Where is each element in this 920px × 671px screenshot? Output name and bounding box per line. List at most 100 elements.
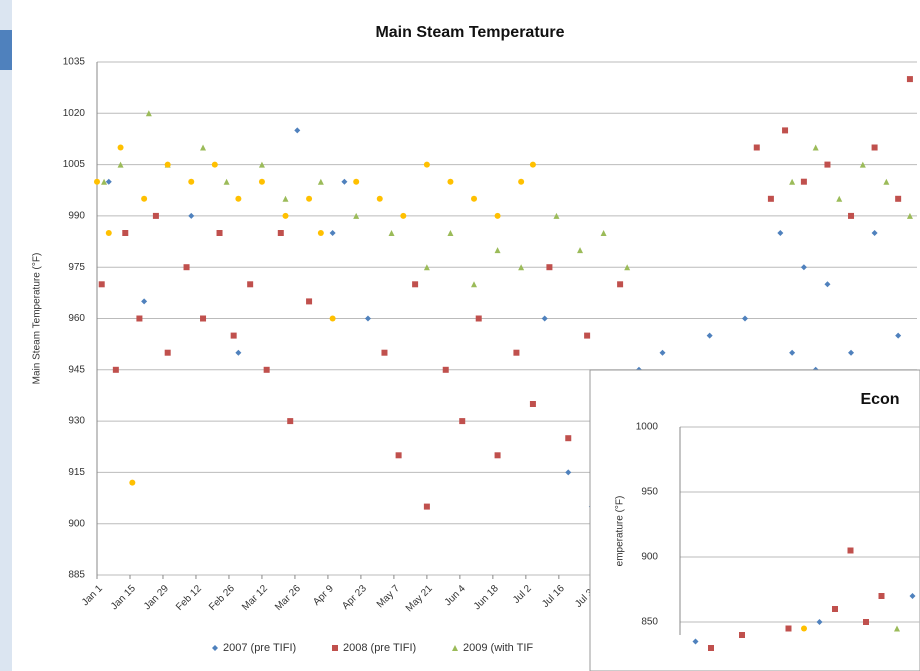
point [518, 178, 525, 185]
point [306, 298, 313, 305]
point [423, 161, 430, 168]
point [152, 212, 159, 219]
point [112, 366, 119, 373]
y-tick-label: 950 [641, 487, 658, 498]
point [782, 127, 789, 134]
y-tick-label: 885 [68, 570, 85, 581]
point [847, 547, 854, 554]
point [863, 619, 869, 625]
point [98, 281, 105, 288]
y-axis-label: emperature (°F) [615, 496, 626, 567]
point [617, 281, 624, 288]
point [848, 212, 855, 219]
point [329, 315, 336, 322]
point [801, 625, 807, 632]
point [848, 349, 855, 356]
point [294, 127, 301, 134]
inset-chart-area [589, 369, 920, 671]
point [789, 178, 796, 185]
legend-marker [212, 645, 218, 651]
y-tick-label: 1005 [63, 159, 86, 170]
point [871, 230, 878, 236]
point [400, 212, 407, 219]
point [164, 349, 171, 356]
point [565, 469, 572, 476]
inset-chart: Econ emperature (°F) 850 900 950 1000 [615, 391, 920, 651]
point [282, 212, 289, 219]
point [471, 195, 478, 202]
point [188, 178, 195, 185]
point [317, 230, 324, 236]
y-tick-label: 900 [68, 518, 85, 529]
point [883, 178, 890, 185]
point [541, 315, 548, 322]
point [546, 264, 553, 271]
point [105, 230, 112, 236]
point [423, 503, 430, 510]
point [388, 230, 395, 236]
point [317, 178, 324, 185]
point [223, 178, 230, 185]
point [188, 212, 195, 219]
legend-marker [332, 645, 338, 651]
point [741, 315, 748, 322]
point [529, 161, 536, 168]
point [136, 315, 143, 322]
point [871, 144, 878, 151]
point [164, 161, 171, 168]
point [117, 161, 124, 168]
y-tick-label: 1035 [63, 57, 86, 68]
point [859, 161, 866, 168]
point [395, 452, 402, 459]
point [753, 144, 760, 151]
y-tick-label: 1020 [63, 108, 86, 119]
chart-title: Econ [860, 391, 899, 408]
point [364, 315, 371, 322]
legend-marker [452, 645, 458, 651]
point [459, 418, 466, 425]
point [101, 178, 108, 185]
point [518, 264, 525, 271]
legend-label: 2007 (pre TIFI) [223, 642, 296, 654]
y-tick-label: 990 [68, 211, 85, 222]
y-tick-label: 900 [641, 552, 658, 563]
point [895, 332, 902, 339]
y-tick-label: 850 [641, 617, 658, 628]
point [235, 195, 242, 202]
point [306, 195, 313, 202]
point [200, 315, 207, 322]
point [513, 349, 520, 356]
point [282, 195, 289, 202]
point [565, 435, 572, 442]
point [287, 418, 294, 425]
point [659, 349, 666, 356]
point [878, 593, 885, 599]
point [816, 619, 823, 625]
point [423, 264, 430, 271]
point [129, 479, 136, 486]
point [895, 195, 902, 202]
point [447, 178, 454, 185]
point [200, 144, 207, 151]
point [94, 178, 100, 185]
point [494, 247, 501, 254]
legend-label: 2009 (with TIF [463, 642, 533, 654]
point [471, 281, 478, 288]
point [708, 645, 714, 651]
point [600, 230, 607, 236]
point [447, 230, 454, 236]
point [824, 161, 831, 168]
y-tick-label: 915 [68, 467, 85, 478]
point [906, 76, 913, 83]
legend-label: 2008 (pre TIFI) [343, 642, 416, 654]
point [235, 349, 242, 356]
point [553, 212, 560, 219]
point [832, 606, 838, 612]
point [692, 638, 699, 645]
point [442, 366, 449, 373]
y-tick-label: 930 [68, 416, 85, 427]
point [341, 178, 348, 185]
y-tick-label: 1000 [636, 422, 659, 433]
point [277, 230, 284, 236]
